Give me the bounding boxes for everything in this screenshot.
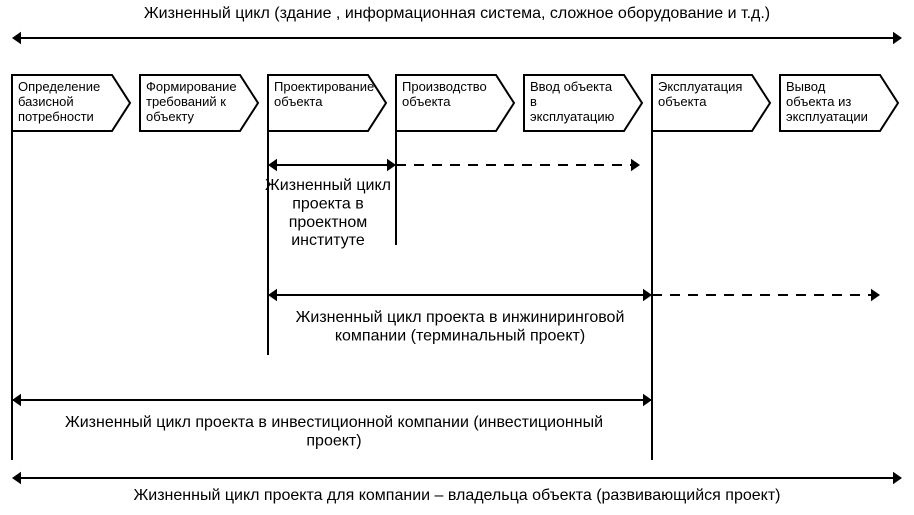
bottom-caption: Жизненный цикл проекта для компании – вл… [134,487,781,504]
top-title: Жизненный цикл (здание , информационная … [144,5,770,22]
span2-caption: Жизненный цикл проекта в инжиниринговойк… [296,309,625,344]
